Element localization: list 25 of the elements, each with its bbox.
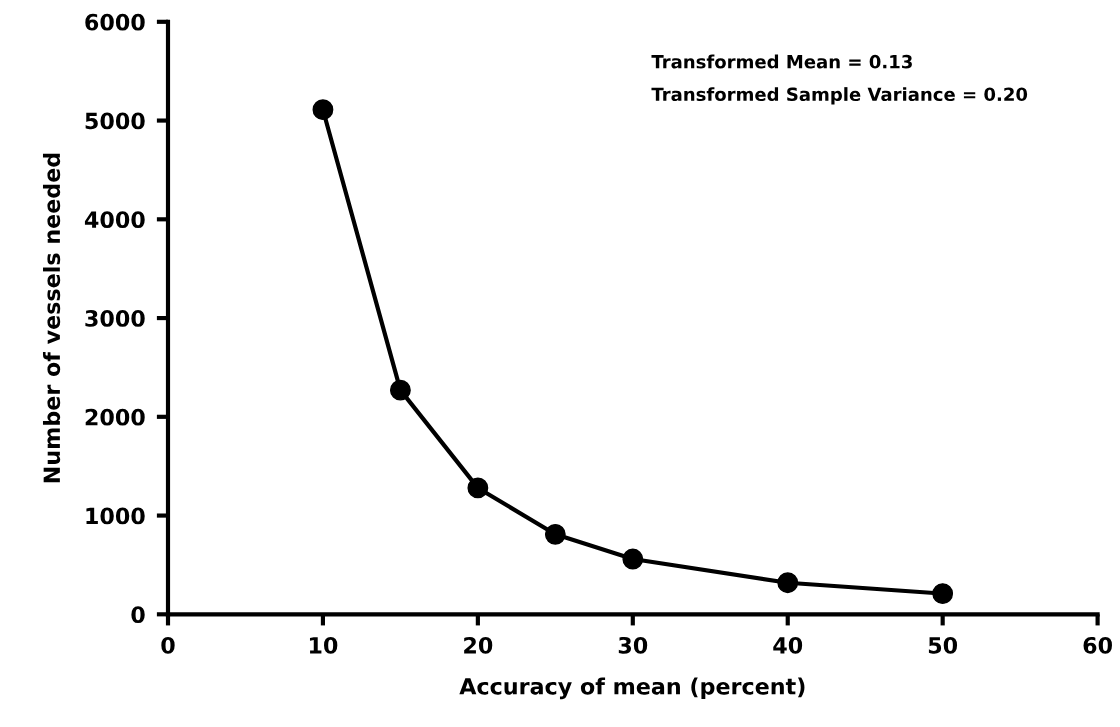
y-tick-label: 4000 [84,211,145,229]
x-tick-label: 30 [618,636,648,654]
y-tick-label: 2000 [85,408,145,426]
annotation: Transformed Sample Variance = 0.20 [651,87,1028,105]
point [389,379,411,401]
y-tick-label: 3000 [85,310,145,327]
point [777,572,799,594]
y-tick-label: 5000 [85,112,145,130]
x-tick-label: 10 [309,636,338,654]
point [622,548,644,570]
x-tick-label: 20 [464,636,493,654]
y-axis-title: Number of vessels needed [42,153,61,483]
y-tick-label: 6000 [85,13,145,31]
annotation: Transformed Mean = 0.13 [651,54,912,69]
y-tick-label: 0 [131,606,145,624]
x-tick-label: 50 [928,636,958,654]
y-tick-label: 1000 [86,507,145,525]
x-axis-title: Accuracy of mean (percent) [459,677,805,700]
point [467,477,489,499]
point [544,523,566,545]
point [312,99,334,121]
x-tick-label: 60 [1083,636,1112,654]
point [932,583,954,604]
x-tick-label: 0 [161,636,175,654]
x-tick-label: 40 [773,636,803,654]
